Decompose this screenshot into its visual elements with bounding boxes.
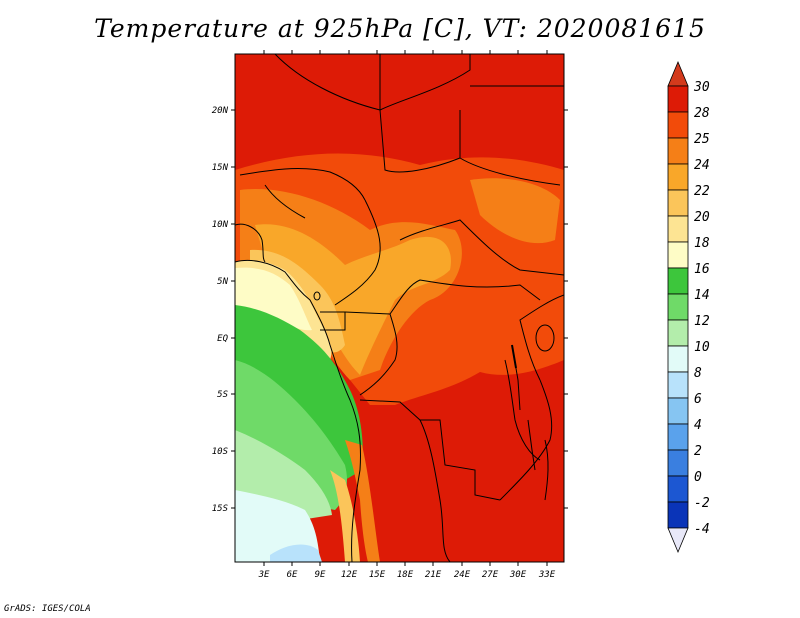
colorbar-swatch <box>667 293 689 321</box>
lat-axis: 20N 15N 10N 5N EQ 5S 10S 15S <box>212 106 568 514</box>
colorbar-arrow-top <box>667 60 689 87</box>
lon-label: 9E <box>315 570 326 580</box>
lon-label: 12E <box>341 570 358 580</box>
colorbar-label: 4 <box>694 418 702 433</box>
lon-label: 15E <box>369 570 386 580</box>
map-title: Temperature at 925hPa [C], VT: 202008161… <box>94 14 706 43</box>
colorbar-label: 16 <box>694 262 710 277</box>
lat-label: 20N <box>212 106 229 116</box>
colorbar-swatch <box>667 215 689 243</box>
colorbar-swatch <box>667 449 689 477</box>
colorbar-label: 2 <box>694 444 702 459</box>
colorbar-label: 28 <box>694 106 710 121</box>
colorbar-swatch <box>667 501 689 529</box>
lon-label: 18E <box>397 570 414 580</box>
colorbar-swatch <box>667 137 689 165</box>
colorbar-label: -4 <box>694 522 710 537</box>
colorbar-swatch <box>667 189 689 217</box>
lat-label: EQ <box>217 334 228 344</box>
lat-label: 10S <box>212 447 229 457</box>
lon-label: 3E <box>258 570 270 580</box>
lon-axis: 3E 6E 9E 12E 15E 18E 21E 24E 27E 30E 33E <box>258 50 556 580</box>
lakes <box>313 291 555 501</box>
colorbar-labels: 30 28 25 24 22 20 18 16 14 12 10 8 6 4 2… <box>693 80 710 537</box>
colorbar-label: 0 <box>694 470 702 485</box>
colorbar <box>667 60 689 554</box>
colorbar-swatch <box>667 423 689 451</box>
colorbar-label: 10 <box>694 340 710 355</box>
temperature-field <box>235 54 564 562</box>
map-frame <box>234 53 565 563</box>
colorbar-swatch <box>667 111 689 139</box>
colorbar-label: 8 <box>694 366 702 381</box>
colorbar-label: 6 <box>694 392 702 407</box>
colorbar-label: 25 <box>694 132 710 147</box>
lat-label: 5N <box>217 277 228 287</box>
lon-label: 6E <box>287 570 298 580</box>
lat-label: 15S <box>212 504 229 514</box>
colorbar-label: 22 <box>694 184 710 199</box>
colorbar-swatch <box>667 241 689 269</box>
lon-label: 24E <box>454 570 471 580</box>
lat-label: 15N <box>212 163 229 173</box>
lon-label: 30E <box>509 570 527 580</box>
colorbar-label: 24 <box>694 158 710 173</box>
colorbar-label: 30 <box>693 80 710 95</box>
colorbar-swatch <box>667 397 689 425</box>
colorbar-swatch <box>667 319 689 347</box>
lon-label: 21E <box>425 570 442 580</box>
colorbar-swatch <box>667 345 689 373</box>
colorbar-swatch <box>667 163 689 191</box>
lat-label: 5S <box>217 390 228 400</box>
colorbar-label: 18 <box>694 236 710 251</box>
lat-label: 10N <box>212 220 229 230</box>
colorbar-swatch <box>667 85 689 113</box>
colorbar-label: 20 <box>694 210 710 225</box>
credit-label: GrADS: IGES/COLA <box>4 604 91 614</box>
colorbar-swatch <box>667 371 689 399</box>
colorbar-label: 12 <box>694 314 710 329</box>
lon-label: 33E <box>538 570 556 580</box>
colorbar-swatch <box>667 267 689 295</box>
colorbar-label: 14 <box>694 288 710 303</box>
lon-label: 27E <box>482 570 499 580</box>
colorbar-label: -2 <box>694 496 710 511</box>
colorbar-arrow-bottom <box>667 527 689 554</box>
colorbar-swatch <box>667 475 689 503</box>
country-borders <box>235 54 564 562</box>
